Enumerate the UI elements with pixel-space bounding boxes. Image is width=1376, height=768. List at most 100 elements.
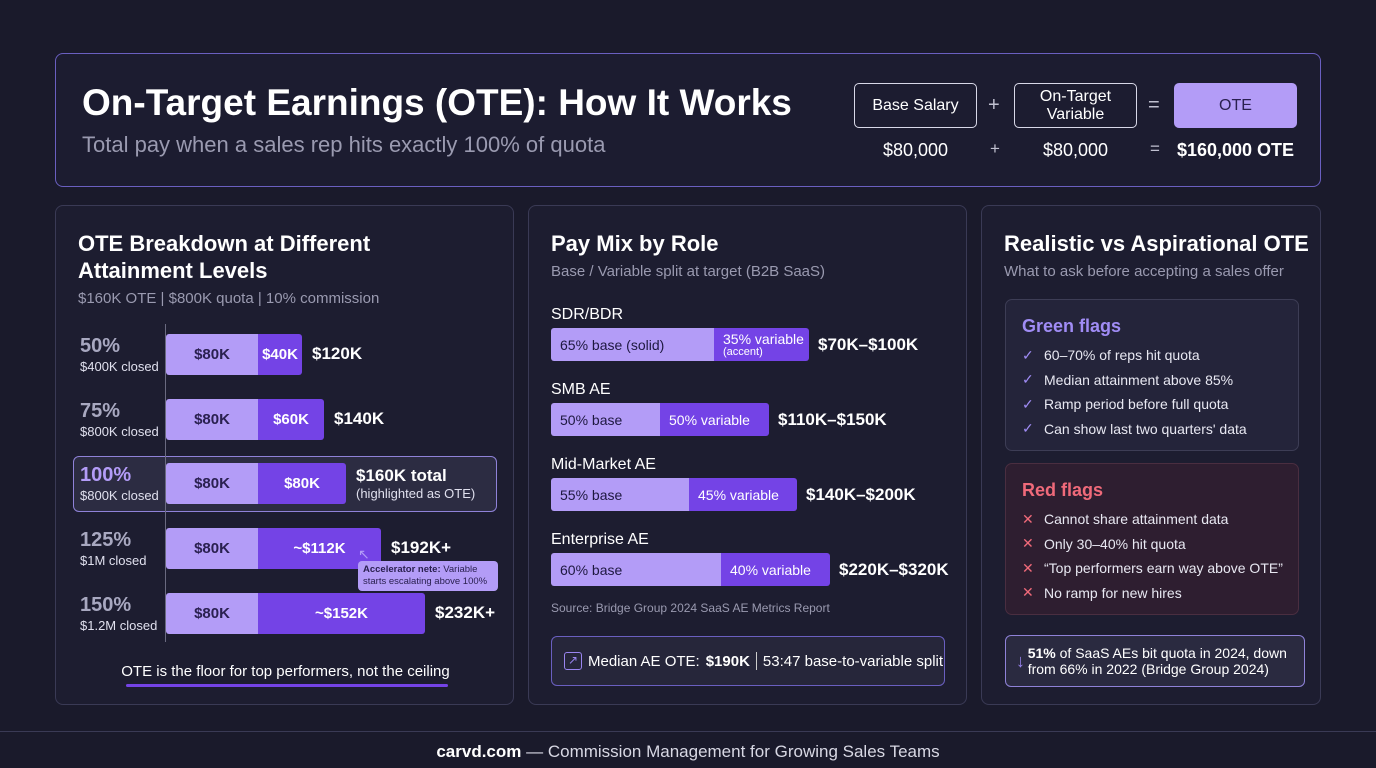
pay-mix-bar: 50% base 50% variable <box>551 403 769 436</box>
red-flag-item: ✕ “Top performers earn way above OTE” <box>1022 556 1298 581</box>
stat-bold: 51% <box>1027 645 1056 661</box>
base-salary-box: Base Salary <box>854 83 977 128</box>
attainment-pct: 100% <box>80 464 132 486</box>
red-flag-item: ✕ No ramp for new hires <box>1022 581 1298 606</box>
base-segment: 55% base <box>551 478 689 511</box>
base-segment: 65% base (solid) <box>551 328 714 361</box>
red-flag-item: ✕ Only 30–40% hit quota <box>1022 532 1298 557</box>
role-name: Mid-Market AE <box>551 456 656 473</box>
base-segment: 60% base <box>551 553 721 586</box>
variable-segment: 40% variable <box>721 553 830 586</box>
variable-box: On-Target Variable <box>1014 83 1137 128</box>
variable-segment: 45% variable <box>689 478 797 511</box>
arrow-icon: ↖ <box>358 546 370 562</box>
total-earnings: $232K+ <box>435 603 496 622</box>
role-name: SMB AE <box>551 381 611 398</box>
variable-bar: $60K <box>258 399 324 440</box>
accelerator-note: Accelerator nete: Variable starts escala… <box>358 561 498 591</box>
red-flags-box: Red flags ✕ Cannot share attainment data ✕… <box>1005 463 1299 615</box>
paymix-panel: Pay Mix by Role Base / Variable split at… <box>528 205 967 705</box>
ote-box: OTE <box>1174 83 1297 128</box>
variable-label: 50% variable <box>669 411 750 428</box>
axis-line <box>165 324 166 642</box>
closed-amount: $800K closed <box>80 488 159 503</box>
base-bar: $80K <box>166 593 258 634</box>
closed-amount: $1.2M closed <box>80 618 158 633</box>
source-note: Source: Bridge Group 2024 SaaS AE Metric… <box>551 601 830 615</box>
flags-title: Realistic vs Aspirational OTE <box>1004 231 1309 256</box>
green-flag-text: Ramp period before full quota <box>1044 396 1229 413</box>
attainment-pct: 125% <box>80 529 132 551</box>
plus-sign-2: + <box>990 139 1000 158</box>
page-subtitle: Total pay when a sales rep hits exactly … <box>82 132 606 157</box>
check-icon: ✓ <box>1022 346 1034 363</box>
red-flag-text: No ramp for new hires <box>1044 584 1182 601</box>
green-flag-item: ✓ Can show last two quarters' data <box>1022 417 1298 442</box>
x-icon: ✕ <box>1022 510 1034 527</box>
breakdown-title: OTE Breakdown at Different Attainment Le… <box>78 231 371 283</box>
variable-bar: ~$112K <box>258 528 381 569</box>
base-value: $80,000 <box>882 140 949 160</box>
variable-value: $80,000 <box>1042 140 1109 160</box>
red-flags-title: Red flags <box>1022 480 1104 500</box>
attainment-pct: 150% <box>80 594 132 616</box>
footer-divider <box>0 731 1376 732</box>
equals-sign: = <box>1148 94 1160 116</box>
variable-bar: ~$152K <box>258 593 425 634</box>
check-icon: ✓ <box>1022 395 1034 412</box>
divider <box>755 652 757 670</box>
red-flag-text: Cannot share attainment data <box>1044 511 1229 528</box>
breakdown-panel: OTE Breakdown at Different Attainment Le… <box>55 205 514 705</box>
stat-callout: ↓ 51% of SaaS AEs bit quota in 2024, dow… <box>1005 635 1305 687</box>
paymix-subtitle: Base / Variable split at target (B2B Saa… <box>551 263 826 280</box>
x-icon: ✕ <box>1022 535 1034 552</box>
ote-value: $160,000 OTE <box>1176 140 1295 160</box>
green-flags-box: Green flags ✓ 60–70% of reps hit quota ✓ Me… <box>1005 299 1299 451</box>
red-flag-text: Only 30–40% hit quota <box>1044 535 1186 552</box>
role-name: Enterprise AE <box>551 531 649 548</box>
red-flag-item: ✕ Cannot share attainment data <box>1022 507 1298 532</box>
flags-subtitle: What to ask before accepting a sales off… <box>1004 263 1284 280</box>
footer-tagline: — Commission Management for Growing Sale… <box>526 742 940 761</box>
green-flag-item: ✓ Ramp period before full quota <box>1022 392 1298 417</box>
variable-label: 35% variable <box>723 331 804 347</box>
variable-note: (accent) <box>723 346 763 358</box>
closed-amount: $800K closed <box>80 424 159 439</box>
median-rest: 53:47 base-to-variable split <box>762 652 944 670</box>
footer-brand[interactable]: carvd.com <box>436 742 522 761</box>
total-note: (highlighted as OTE) <box>356 486 476 501</box>
base-bar: $80K <box>166 528 258 569</box>
variable-bar: $80K <box>258 463 346 504</box>
total-earnings: $192K+ <box>391 538 452 557</box>
check-icon: ✓ <box>1022 371 1034 388</box>
ote-range: $70K–$100K <box>818 335 919 354</box>
x-icon: ✕ <box>1022 584 1034 601</box>
base-bar: $80K <box>166 334 258 375</box>
total-earnings: $120K <box>312 344 363 363</box>
flags-panel: Realistic vs Aspirational OTE What to as… <box>981 205 1321 705</box>
green-flags-title: Green flags <box>1022 316 1122 336</box>
breakdown-subtitle: $160K OTE | $800K quota | 10% commission <box>78 290 380 307</box>
variable-label: 45% variable <box>698 486 779 503</box>
stat-text: of SaaS AEs bit quota in 2024, down from… <box>1027 645 1287 677</box>
median-label: Median AE OTE: <box>588 652 700 670</box>
median-value: $190K <box>705 652 750 670</box>
median-callout: ↗ Median AE OTE: $190K 53:47 base-to-var… <box>551 636 945 686</box>
variable-segment: 35% variable (accent) <box>714 328 809 361</box>
x-icon: ✕ <box>1022 559 1034 576</box>
base-bar: $80K <box>166 399 258 440</box>
header-card: On-Target Earnings (OTE): How It Works T… <box>55 53 1321 187</box>
variable-bar: $40K <box>258 334 302 375</box>
footer: carvd.com — Commission Management for Gr… <box>0 742 1376 762</box>
attainment-pct: 75% <box>80 400 121 422</box>
green-flag-item: ✓ 60–70% of reps hit quota <box>1022 343 1298 368</box>
breakdown-footer: OTE is the floor for top performers, not… <box>121 663 450 680</box>
green-flag-text: Can show last two quarters' data <box>1044 420 1247 437</box>
base-bar: $80K <box>166 463 258 504</box>
paymix-title: Pay Mix by Role <box>551 231 719 256</box>
plus-sign: + <box>988 94 1000 116</box>
total-earnings: $140K <box>334 409 385 428</box>
ote-range: $140K–$200K <box>806 485 916 504</box>
pay-mix-bar: 60% base 40% variable <box>551 553 830 586</box>
note-text: Variable starts escalating above 100% <box>363 564 488 587</box>
